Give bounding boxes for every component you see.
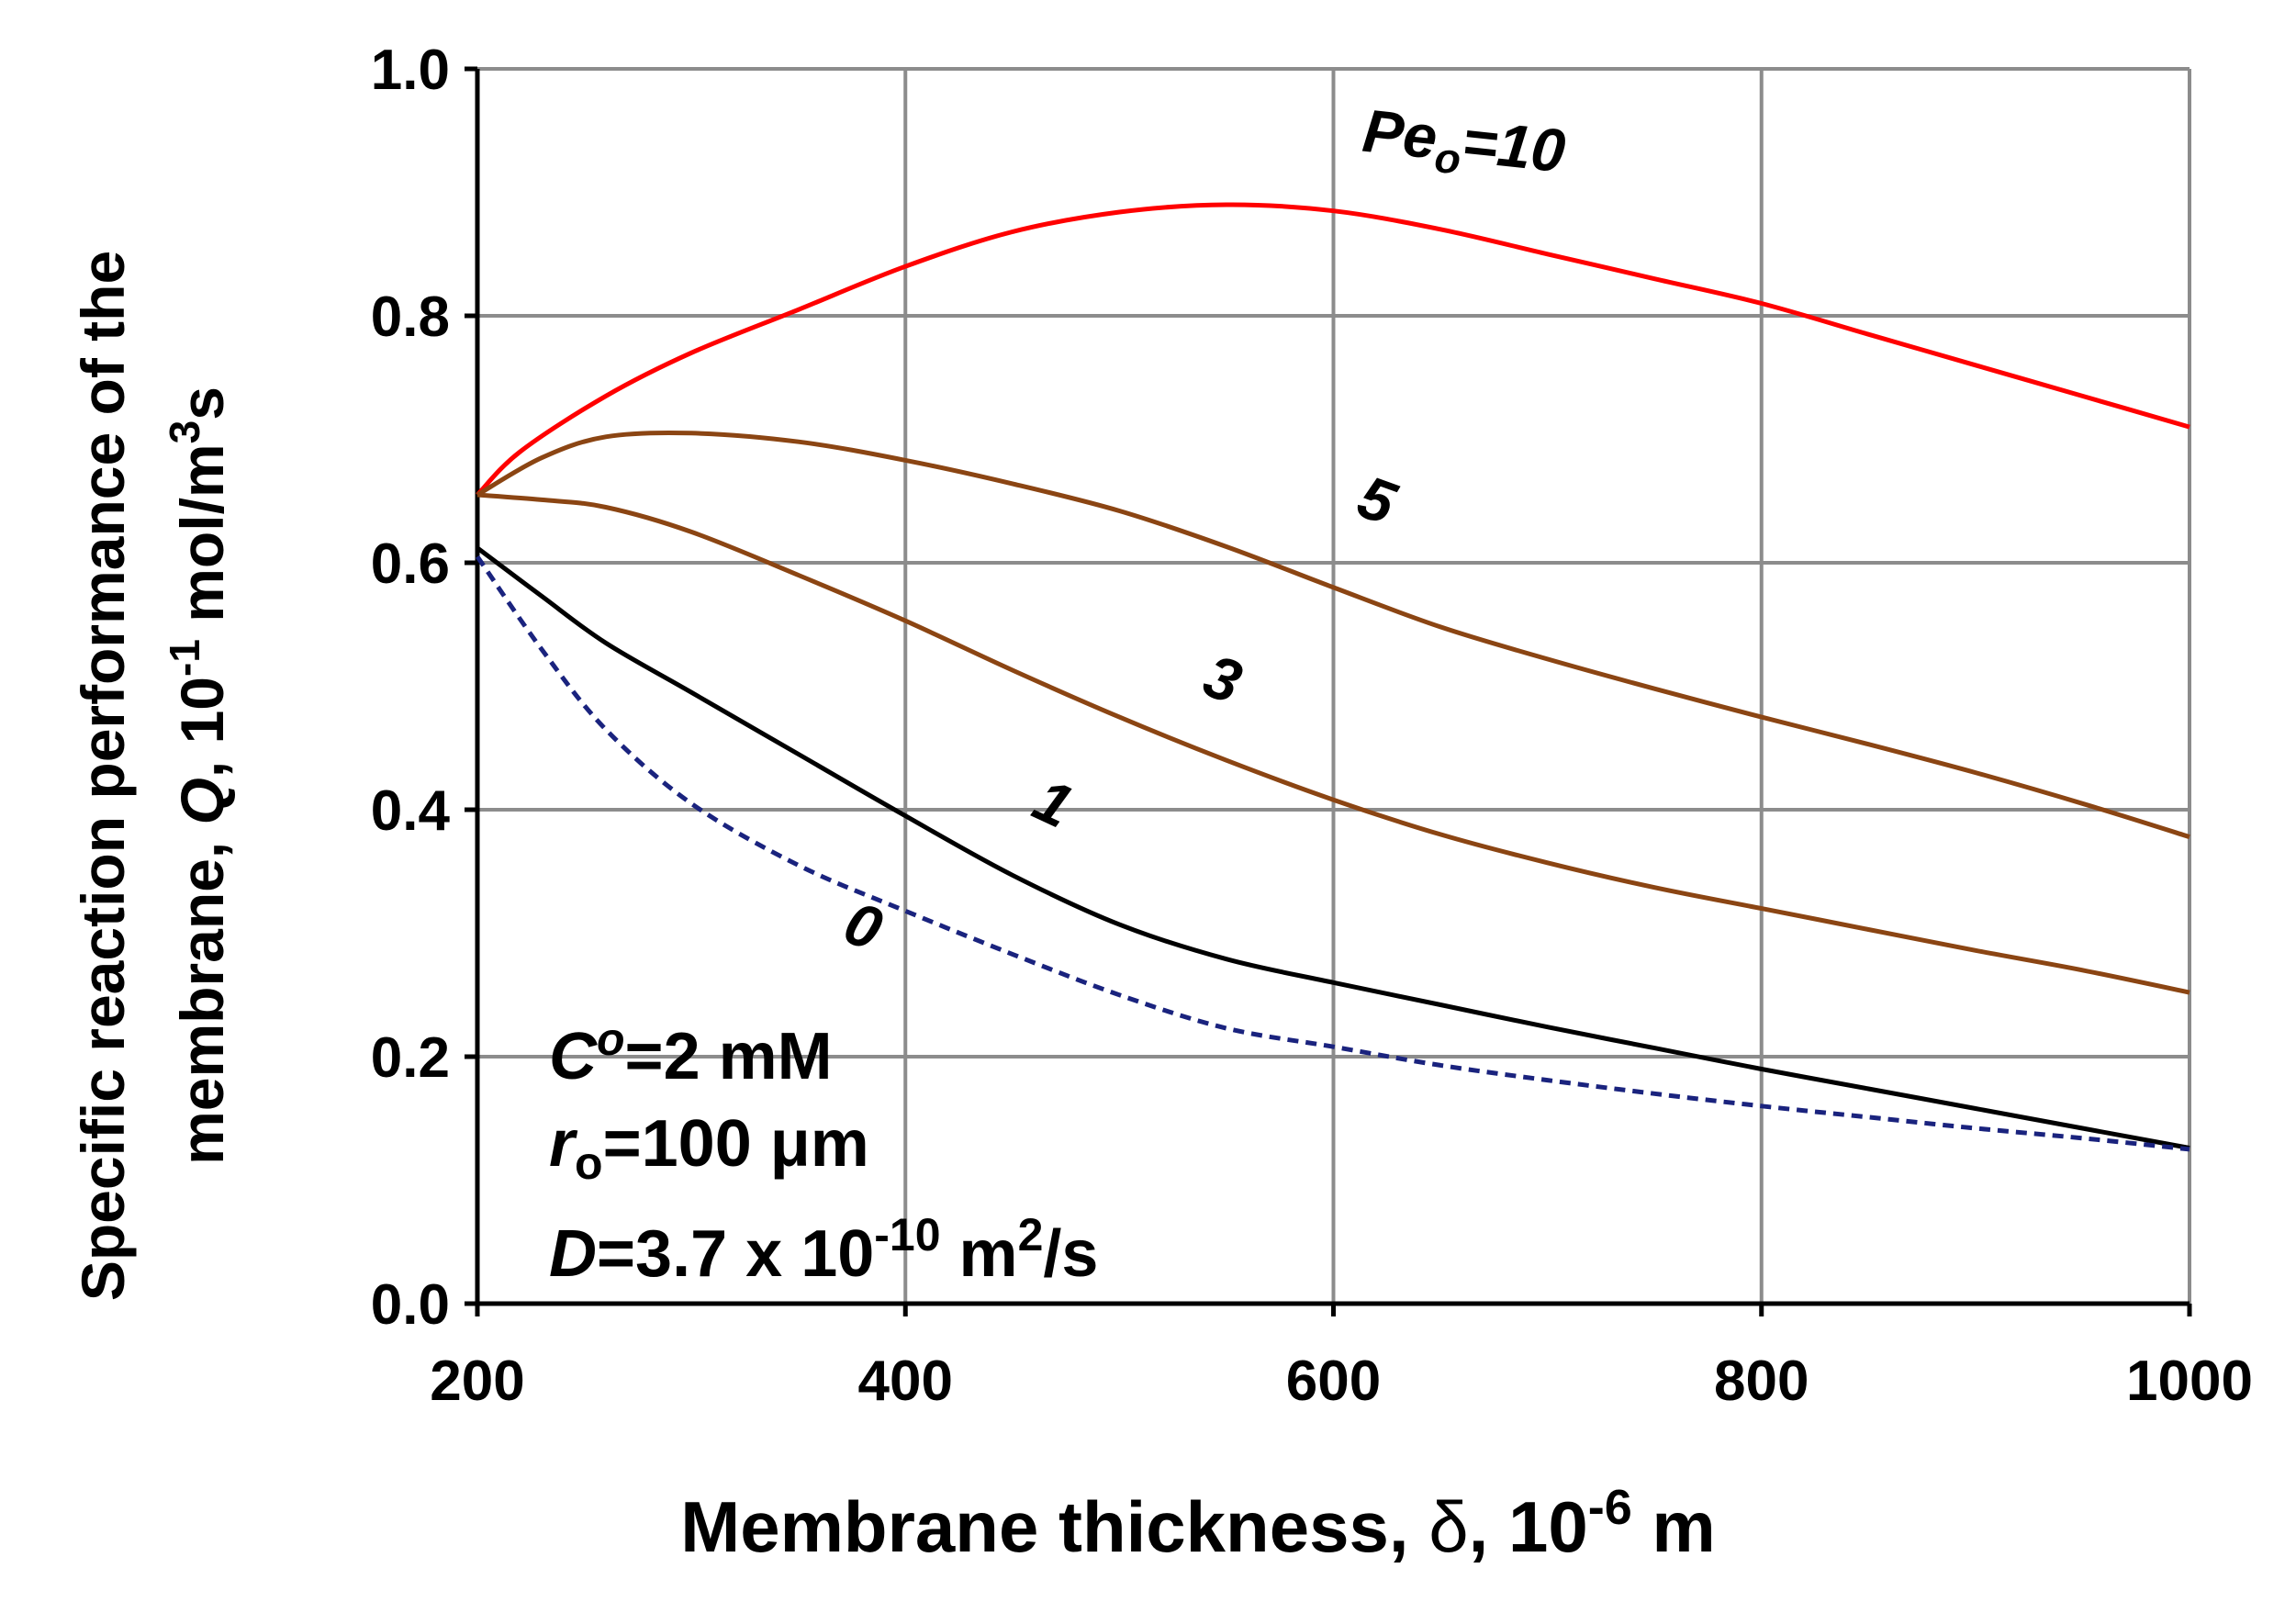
annotation-radius: ro=100 μm [549,1107,869,1189]
series-line-2 [476,492,2190,995]
x-tick-label-600: 600 [1286,1350,1381,1413]
y-tick-label-0.8: 0.8 [371,286,450,349]
parameter-annotations: Co=2 mM ro=100 μm D=3.7 x 10-10 m2/s [549,1014,1098,1291]
series-line-0 [476,202,2190,497]
series-line-1 [476,430,2190,839]
tick-labels: 200 400 600 800 1000 0.0 0.2 0.4 0.6 0.8 1.0 [371,39,2253,1413]
y-tick-label-1.0: 1.0 [371,39,450,102]
y-tick-label-0.2: 0.2 [371,1026,450,1090]
axes [465,66,2192,1316]
curve-label-pe10: Peo=10 [1359,96,1569,195]
y-tick-label-0.0: 0.0 [371,1273,450,1337]
grid [477,67,2191,1304]
y-tick-label-0.6: 0.6 [371,532,450,596]
y-axis-title: Specific reaction performance of the mem… [69,251,236,1301]
y-axis-title-line1: Specific reaction performance of the [69,251,137,1301]
annotation-concentration: Co=2 mM [549,1014,833,1093]
x-tick-label-1000: 1000 [2126,1350,2253,1413]
x-axis-title: Membrane thickness, δ, 10-6 m [680,1480,1716,1567]
annotation-diffusivity: D=3.7 x 10-10 m2/s [549,1209,1098,1291]
x-tick-label-800: 800 [1714,1350,1809,1413]
x-tick-label-400: 400 [858,1350,953,1413]
series [475,202,2190,1152]
x-tick-label-200: 200 [430,1350,524,1413]
series-line-3 [476,545,2190,1150]
y-axis-title-line2: membrane, Q, 10-1 mol/m3s [161,386,236,1165]
y-tick-label-0.4: 0.4 [371,779,451,843]
